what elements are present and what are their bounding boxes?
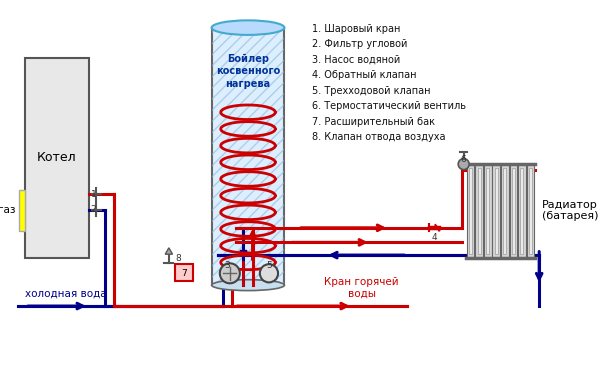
Bar <box>175 264 193 280</box>
Text: 5. Трехходовой клапан: 5. Трехходовой клапан <box>312 86 430 96</box>
Bar <box>486 168 489 254</box>
Bar <box>512 168 515 254</box>
Bar <box>529 168 532 254</box>
Bar <box>469 168 472 254</box>
Bar <box>509 164 517 258</box>
Text: 2. Фильтр угловой: 2. Фильтр угловой <box>312 39 407 49</box>
Text: Радиатор
(батарея): Радиатор (батарея) <box>542 200 598 221</box>
Bar <box>25 58 89 258</box>
Text: 8: 8 <box>175 254 181 263</box>
Text: 7: 7 <box>181 269 187 278</box>
Text: 4. Обратный клапан: 4. Обратный клапан <box>312 70 416 81</box>
Bar <box>484 164 491 258</box>
Text: 6. Термостатический вентиль: 6. Термостатический вентиль <box>312 101 466 111</box>
Bar <box>212 27 284 285</box>
Text: 3. Насос водяной: 3. Насос водяной <box>312 55 400 65</box>
Bar <box>495 168 498 254</box>
Bar <box>212 27 284 285</box>
Text: Бойлер
косвенного
нагрева: Бойлер косвенного нагрева <box>216 54 280 89</box>
Ellipse shape <box>212 20 284 35</box>
Text: 2: 2 <box>91 205 96 214</box>
Text: Котел: Котел <box>37 151 77 164</box>
Bar <box>478 168 481 254</box>
Bar <box>527 164 534 258</box>
Circle shape <box>220 263 240 283</box>
Text: газ: газ <box>0 205 16 214</box>
Circle shape <box>458 159 469 170</box>
Bar <box>520 168 523 254</box>
Text: 3: 3 <box>224 260 230 270</box>
Text: 4: 4 <box>432 233 437 242</box>
Text: 8. Клапан отвода воздуха: 8. Клапан отвода воздуха <box>312 132 445 142</box>
Text: 5: 5 <box>266 260 272 270</box>
Text: 1: 1 <box>91 190 97 198</box>
Polygon shape <box>165 248 173 254</box>
Bar <box>501 164 509 258</box>
Text: холодная вода: холодная вода <box>25 289 107 299</box>
Text: 7. Расширительный бак: 7. Расширительный бак <box>312 117 435 127</box>
Bar <box>493 164 500 258</box>
Ellipse shape <box>212 280 284 290</box>
Text: Кран горячей
воды: Кран горячей воды <box>325 277 399 299</box>
Circle shape <box>260 264 278 282</box>
Bar <box>503 168 506 254</box>
Bar <box>19 190 25 230</box>
Bar <box>518 164 526 258</box>
Bar <box>467 164 475 258</box>
Bar <box>475 164 483 258</box>
Text: 6: 6 <box>461 155 467 164</box>
Text: 1. Шаровый кран: 1. Шаровый кран <box>312 24 400 34</box>
